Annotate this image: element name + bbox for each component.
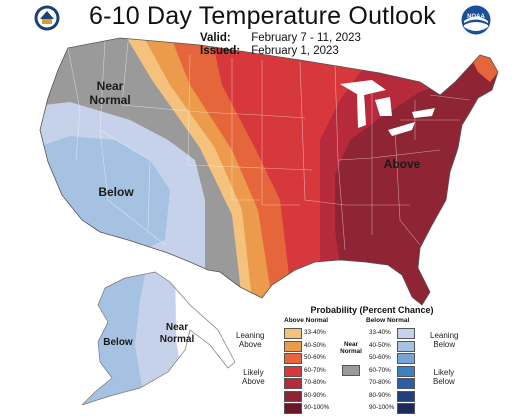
- legend-above-swatch: [284, 390, 302, 402]
- legend-likely-above-label: Likely Above: [242, 368, 265, 386]
- near-normal-west-label: Near Normal: [89, 79, 130, 107]
- legend-below-swatch: [397, 353, 415, 364]
- conus-outline: [39, 37, 499, 306]
- legend-below-swatch: [397, 378, 415, 389]
- legend-above-range-label: 70-80%: [304, 379, 326, 386]
- legend-above-swatch: [284, 340, 302, 352]
- above-east-label: Above: [384, 157, 421, 171]
- legend-title: Probability (Percent Chance): [310, 305, 434, 315]
- legend-below-row: 70-80%: [367, 378, 427, 389]
- alaska-outline: [81, 271, 236, 405]
- noaa-logo-icon: NOAA: [461, 5, 491, 35]
- legend-above-row: 40-50%: [284, 340, 344, 352]
- legend-above-range-label: 40-50%: [304, 341, 326, 349]
- legend-below-heading: Below Normal: [366, 317, 410, 324]
- legend-above-row: 50-60%: [284, 353, 344, 364]
- legend-above-range-label: 60-70%: [304, 366, 326, 374]
- legend-below-range-label: 40-50%: [369, 341, 391, 349]
- valid-value: February 7 - 11, 2023: [251, 32, 361, 44]
- legend-above-swatch: [284, 365, 302, 377]
- legend-above-swatch: [284, 353, 302, 364]
- legend-near-normal-swatch: [342, 365, 360, 376]
- conus-shading: [40, 38, 498, 305]
- issued-label: Issued:: [200, 45, 241, 57]
- legend-above-range-label: 80-90%: [304, 391, 326, 399]
- legend-below-swatch: [397, 365, 415, 377]
- legend-below-swatch: [397, 340, 415, 352]
- legend-above-range-label: 90-100%: [304, 404, 330, 411]
- legend-likely-below-label: Likely Below: [433, 368, 455, 386]
- legend-above-row: 70-80%: [284, 378, 344, 389]
- legend-below-row: 33-40%: [367, 328, 427, 339]
- legend-below-row: 40-50%: [367, 340, 427, 352]
- legend-below-range-label: 80-90%: [369, 391, 391, 399]
- alaska-shading: [82, 272, 235, 405]
- page-title: 6-10 Day Temperature Outlook: [89, 2, 436, 30]
- us-temperature-outlook-map: Near Normal Below Above Below Near Normal: [39, 37, 499, 405]
- legend-above-column: 33-40% 40-50% 50-60% 60-70% 70-80% 80-90% 90-1…: [284, 328, 344, 416]
- below-alaska-label: Below: [103, 337, 133, 348]
- legend-above-range-label: 33-40%: [304, 329, 326, 336]
- valid-dates: Valid: February 7 - 11, 2023: [200, 32, 361, 44]
- legend-above-swatch: [284, 378, 302, 389]
- near-normal-alaska-label: Near Normal: [160, 322, 195, 345]
- legend-below-swatch: [397, 390, 415, 402]
- legend-above-range-label: 50-60%: [304, 354, 326, 361]
- legend-near-normal-label: Near Normal: [340, 341, 362, 355]
- department-of-commerce-seal-icon: [34, 5, 60, 31]
- legend-above-row: 80-90%: [284, 390, 344, 402]
- legend-below-column: 33-40% 40-50% 50-60% 60-70% 70-80% 80-90% 90-1…: [367, 328, 427, 416]
- legend-leaning-above-label: Leaning Above: [236, 331, 265, 349]
- legend-below-swatch: [397, 328, 415, 339]
- issued-value: February 1, 2023: [251, 45, 339, 57]
- valid-label: Valid:: [200, 32, 231, 44]
- legend-below-range-label: 90-100%: [369, 404, 395, 411]
- legend-below-row: 60-70%: [367, 365, 427, 377]
- legend-below-range-label: 70-80%: [369, 379, 391, 386]
- legend-above-row: 33-40%: [284, 328, 344, 339]
- legend-below-range-label: 33-40%: [369, 329, 391, 336]
- legend-above-heading: Above Normal: [284, 317, 329, 324]
- legend-above-row: 60-70%: [284, 365, 344, 377]
- legend-above-swatch: [284, 328, 302, 339]
- legend-below-row: 50-60%: [367, 353, 427, 364]
- svg-text:NOAA: NOAA: [467, 14, 485, 20]
- legend-below-row: 80-90%: [367, 390, 427, 402]
- below-west-label: Below: [98, 185, 134, 199]
- legend-below-range-label: 60-70%: [369, 366, 391, 374]
- legend-below-range-label: 50-60%: [369, 354, 391, 361]
- issued-date: Issued: February 1, 2023: [200, 45, 339, 57]
- legend-leaning-below-label: Leaning Below: [430, 331, 459, 349]
